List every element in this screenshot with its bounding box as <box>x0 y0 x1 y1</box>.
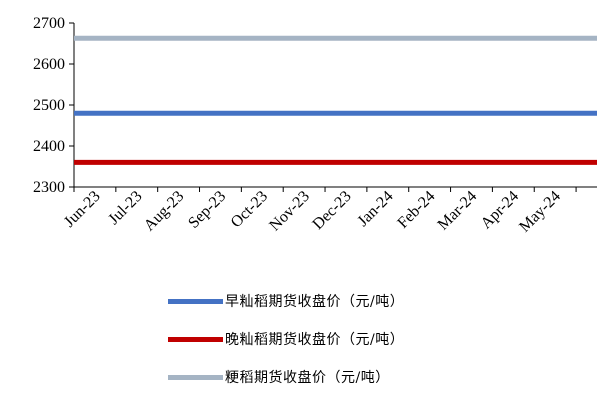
legend-swatch <box>168 298 223 304</box>
x-tick-label: Jan-24 <box>354 188 396 230</box>
x-tick-label: Aug-23 <box>141 188 188 235</box>
legend-swatch <box>168 374 223 380</box>
legend-item: 粳稻期货收盘价（元/吨） <box>168 358 404 396</box>
legend-item: 早籼稻期货收盘价（元/吨） <box>168 282 404 320</box>
chart: 2300 2400 2500 2600 2700 Jun-23 Jul-23Aug-23S… <box>33 15 597 236</box>
x-tick-label: Apr-24 <box>478 188 522 232</box>
x-tick-label: Oct-23 <box>228 188 271 231</box>
x-tick-label: Nov-23 <box>266 188 313 235</box>
x-tick-label: Jun-23 <box>61 188 104 231</box>
legend-swatch <box>168 336 223 342</box>
x-axis: Jun-23 Jul-23Aug-23Sep-23Oct-23Nov-23Dec-… <box>61 186 597 236</box>
legend-label: 粳稻期货收盘价（元/吨） <box>225 370 390 386</box>
x-tick-label: Sep-23 <box>185 188 229 232</box>
y-tick-label: 2700 <box>33 15 65 32</box>
series-lines <box>74 35 597 165</box>
legend-label: 晚籼稻期货收盘价（元/吨） <box>225 332 405 348</box>
x-tick-label: Dec-23 <box>309 188 354 233</box>
x-tick-label: Jul-23 <box>105 188 145 228</box>
y-tick-label: 2300 <box>33 179 65 196</box>
legend-item: 晚籼稻期货收盘价（元/吨） <box>168 320 404 358</box>
y-tick-label: 2400 <box>33 138 65 155</box>
x-tick-label: Mar-24 <box>435 188 481 234</box>
legend-label: 早籼稻期货收盘价（元/吨） <box>225 294 405 310</box>
x-tick-label: Feb-24 <box>394 188 438 232</box>
y-tick-label: 2600 <box>33 56 65 73</box>
legend: 早籼稻期货收盘价（元/吨） 晚籼稻期货收盘价（元/吨） 粳稻期货收盘价（元/吨） <box>168 282 404 396</box>
y-axis: 2300 2400 2500 2600 2700 <box>33 15 75 196</box>
x-tick-label: May-24 <box>516 188 564 236</box>
y-tick-label: 2500 <box>33 97 65 114</box>
